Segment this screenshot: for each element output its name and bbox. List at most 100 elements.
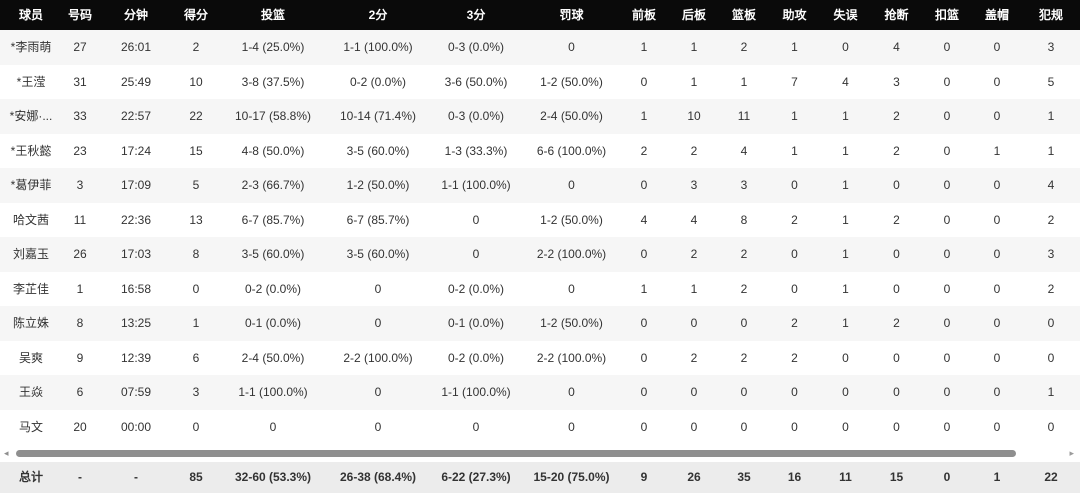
stat-cell: 1-3 (33.3%) xyxy=(444,143,508,158)
stat-cell: 2-2 (100.0%) xyxy=(343,350,413,365)
stat-cell: 2-4 (50.0%) xyxy=(540,109,603,123)
player-name-cell[interactable]: 李芷佳 xyxy=(12,281,49,296)
stat-cell: 4 xyxy=(1047,178,1055,192)
player-name-cell[interactable]: *王滢 xyxy=(16,74,46,89)
totals-stat-cell: 16 xyxy=(769,462,820,493)
player-name-cell[interactable]: *葛伊菲 xyxy=(10,178,52,192)
stat-cell: 1-2 (50.0%) xyxy=(540,316,603,330)
table-row: 陈立姝 8 13:25 1 0-1 (0.0%) 0 0-1 (0.0%) 1-2 (50.0… xyxy=(0,306,1080,341)
stat-cell: 0 xyxy=(568,178,575,192)
stat-cell: 2-2 (100.0%) xyxy=(536,350,607,365)
stat-cell: 15 xyxy=(189,143,203,158)
stat-cell: 4 xyxy=(690,212,698,227)
player-name-cell[interactable]: 王焱 xyxy=(18,385,43,399)
stat-cell: 0 xyxy=(943,74,951,89)
stat-cell: 11 xyxy=(73,212,87,227)
column-header: 后板 xyxy=(669,0,719,30)
stat-cell: 13:25 xyxy=(120,316,152,330)
stat-cell: 0 xyxy=(993,350,1001,365)
stat-cell: 6 xyxy=(76,385,84,399)
stat-cell: 2-4 (50.0%) xyxy=(241,350,305,365)
stat-cell: 0 xyxy=(791,178,798,192)
stat-cell: 2 xyxy=(690,350,698,365)
stat-cell: 0 xyxy=(568,40,575,54)
table-row: *王秋懿 23 17:24 15 4-8 (50.0%) 3-5 (60.0%) 1-3 (… xyxy=(0,133,1080,168)
stat-cell: 0 xyxy=(269,419,277,434)
stat-cell: 31 xyxy=(73,74,87,89)
stat-cell: 0 xyxy=(640,385,648,399)
player-name-cell[interactable]: *王秋懿 xyxy=(10,143,52,158)
stat-cell: 3-5 (60.0%) xyxy=(346,143,410,158)
stat-cell: 33 xyxy=(73,109,87,123)
stat-cell: 0 xyxy=(640,74,648,89)
stat-cell: 0-2 (0.0%) xyxy=(447,281,505,296)
stat-cell: 1-1 (100.0%) xyxy=(238,385,308,399)
stat-cell: 2 xyxy=(791,350,798,365)
player-name-cell[interactable]: *安娜·... xyxy=(9,109,53,123)
stat-cell: 0 xyxy=(943,212,951,227)
stat-cell: 2 xyxy=(791,316,798,330)
player-name-cell[interactable]: 吴爽 xyxy=(18,350,43,365)
stat-cell: 1-1 (100.0%) xyxy=(343,40,413,54)
stat-cell: 4 xyxy=(893,40,900,54)
stat-cell: 3 xyxy=(740,178,748,192)
stat-cell: 0 xyxy=(993,40,1001,54)
totals-stat-cell: 85 xyxy=(174,462,218,493)
stat-cell: 0 xyxy=(993,316,1001,330)
stat-cell: 0-2 (0.0%) xyxy=(349,74,407,89)
player-name-cell[interactable]: 陈立姝 xyxy=(12,316,49,330)
stat-cell: 8 xyxy=(740,212,748,227)
stat-cell: 1-1 (100.0%) xyxy=(441,178,511,192)
player-name-cell[interactable]: 马文 xyxy=(18,419,43,434)
stat-cell: 0 xyxy=(640,178,648,192)
stat-cell: 13 xyxy=(189,212,203,227)
totals-stat-cell: 1 xyxy=(972,462,1022,493)
stat-cell: 1 xyxy=(993,143,1001,158)
stat-cell: 11 xyxy=(737,109,751,123)
column-header: 2分 xyxy=(328,0,428,30)
stat-cell: 0 xyxy=(943,143,951,158)
column-header: 前板 xyxy=(619,0,669,30)
player-name-cell[interactable]: *李雨萌 xyxy=(10,40,52,54)
player-name-cell[interactable]: 刘嘉玉 xyxy=(12,247,49,261)
table-row: *李雨萌 27 26:01 2 1-4 (25.0%) 1-1 (100.0%) 0-3 (… xyxy=(0,30,1080,65)
column-header: 扣篮 xyxy=(922,0,972,30)
stat-cell: 10-17 (58.8%) xyxy=(234,109,312,123)
table-row: *葛伊菲 3 17:09 5 2-3 (66.7%) 1-2 (50.0%) 1-1 (10… xyxy=(0,168,1080,203)
stat-cell: 0 xyxy=(640,350,648,365)
totals-stat-cell: 26 xyxy=(669,462,719,493)
stat-cell: 1-2 (50.0%) xyxy=(346,178,410,192)
table-row: 哈文茜 11 22:36 13 6-7 (85.7%) 6-7 (85.7%) 0 1-2 (… xyxy=(0,202,1080,237)
stat-cell: 0 xyxy=(893,178,900,192)
stat-cell: 0 xyxy=(993,74,1001,89)
stat-cell: 2 xyxy=(1047,281,1055,296)
stat-cell: 3 xyxy=(1047,247,1055,261)
column-header: 3分 xyxy=(428,0,524,30)
stat-cell: 2 xyxy=(690,143,698,158)
stat-cell: 0 xyxy=(1047,316,1055,330)
stat-cell: 2 xyxy=(893,212,900,227)
stat-cell: 22:36 xyxy=(120,212,152,227)
stat-cell: 0 xyxy=(943,281,951,296)
scroll-right-arrow-icon[interactable]: ▸ xyxy=(1069,448,1074,458)
stat-cell: 4 xyxy=(842,74,849,89)
scrollbar-thumb[interactable] xyxy=(16,450,1016,457)
stat-cell: 1 xyxy=(791,143,798,158)
stat-cell: 2 xyxy=(1047,212,1055,227)
stat-cell: 1 xyxy=(690,40,698,54)
stat-cell: 0 xyxy=(943,419,951,434)
stat-cell: 0 xyxy=(993,178,1001,192)
stat-cell: 10-14 (71.4%) xyxy=(339,109,417,123)
totals-table: 总计 - -85 32-60 (53.3%) 26-38 (68.4%) 6-22 (27… xyxy=(0,462,1080,493)
stat-cell: 2 xyxy=(740,247,748,261)
player-name-cell[interactable]: 哈文茜 xyxy=(12,212,49,227)
stat-cell: 3 xyxy=(893,74,900,89)
column-header: 盖帽 xyxy=(972,0,1022,30)
scroll-left-arrow-icon[interactable]: ◂ xyxy=(4,448,9,458)
stat-cell: 0 xyxy=(842,385,849,399)
horizontal-scrollbar[interactable]: ◂ ▸ xyxy=(0,444,1080,462)
stat-cell: 1-1 (100.0%) xyxy=(441,385,511,399)
column-header: 犯规 xyxy=(1022,0,1080,30)
stat-cell: 2-2 (100.0%) xyxy=(536,247,607,261)
